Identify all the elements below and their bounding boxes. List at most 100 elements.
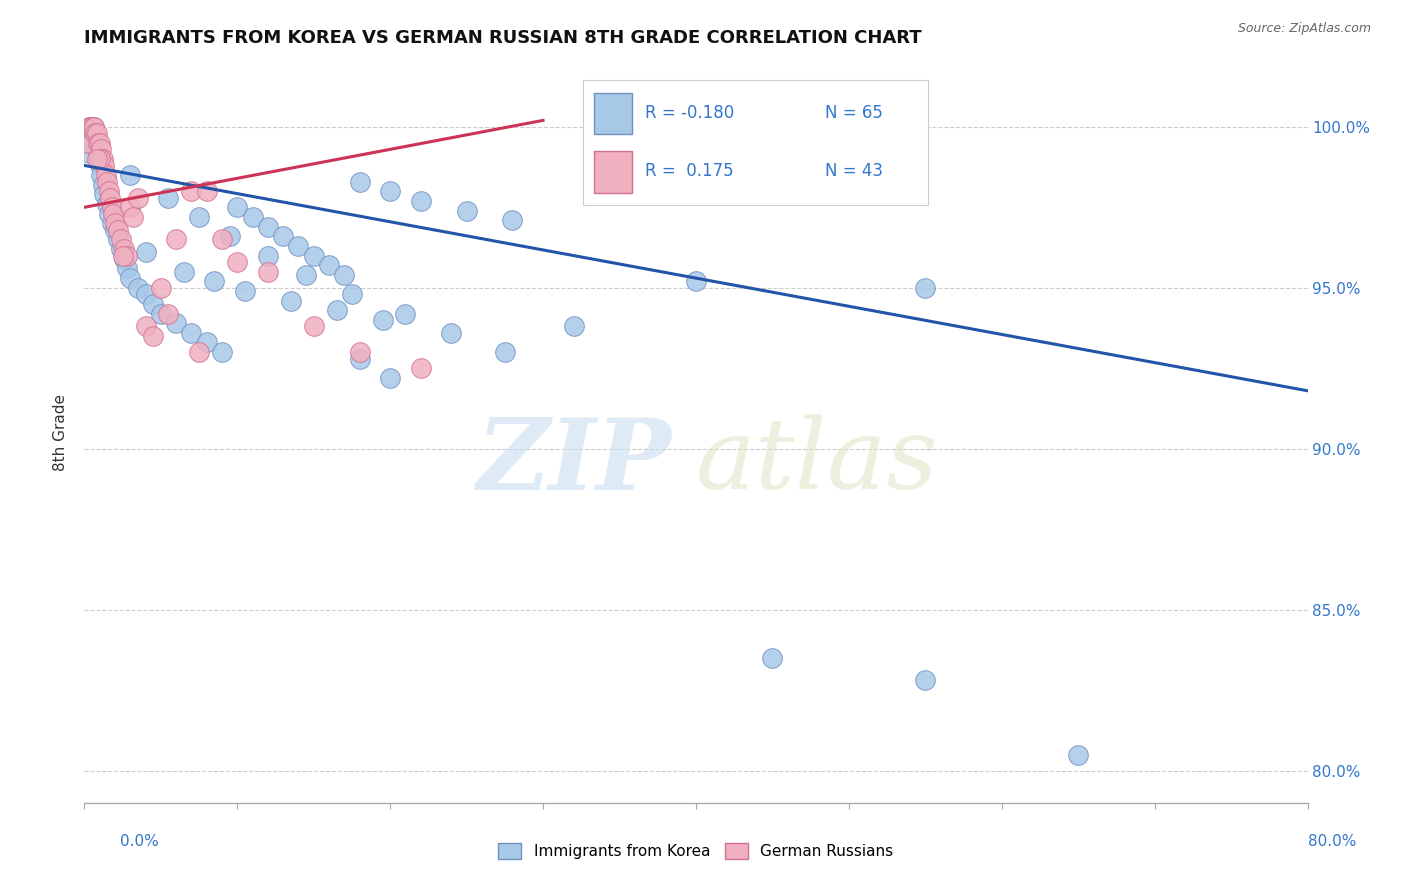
Point [93,187,115,202]
Point [97,184,120,198]
Point [149,281,172,295]
Point [127,191,149,205]
Point [685,274,707,288]
Point [112,242,135,256]
Point [84,129,107,144]
Point [110,242,132,256]
Point [333,268,356,282]
Point [257,265,280,279]
Point [86,139,108,153]
Point [456,203,478,218]
Point [502,213,524,227]
Point [110,232,132,246]
Point [157,191,180,205]
Point [135,287,157,301]
Point [188,210,211,224]
Point [1067,747,1090,762]
Point [104,223,127,237]
Point [202,274,225,288]
Text: N = 65: N = 65 [824,103,883,121]
Point [89,158,111,172]
Text: Source: ZipAtlas.com: Source: ZipAtlas.com [1237,22,1371,36]
Point [122,210,145,224]
Point [295,268,318,282]
Point [409,194,432,208]
Point [135,319,157,334]
Point [103,207,125,221]
Point [242,210,264,224]
Point [195,335,218,350]
Point [127,281,149,295]
Point [188,345,211,359]
Text: 80.0%: 80.0% [1309,834,1357,849]
Text: R = -0.180: R = -0.180 [645,103,735,121]
Point [89,152,111,166]
Point [79,120,101,134]
Text: N = 43: N = 43 [824,162,883,180]
Point [115,249,138,263]
Point [83,120,105,134]
Point [302,249,325,263]
FancyBboxPatch shape [593,93,631,134]
Point [233,284,256,298]
Point [120,168,142,182]
Point [77,145,100,160]
Point [349,175,371,189]
Point [142,297,165,311]
Point [97,207,120,221]
Point [318,258,340,272]
Point [914,281,936,295]
Point [287,239,309,253]
Point [91,178,114,192]
Point [180,326,202,340]
Point [107,223,129,237]
Point [280,293,302,308]
Point [96,175,118,189]
Point [91,152,114,166]
Point [101,200,124,214]
Point [494,345,516,359]
Text: 0.0%: 0.0% [120,834,159,849]
Point [226,255,249,269]
Point [89,136,111,150]
Point [90,168,112,182]
Point [76,136,98,150]
Point [84,126,107,140]
FancyBboxPatch shape [593,152,631,193]
Point [90,142,112,156]
Point [94,168,117,182]
Point [440,326,463,340]
Point [93,158,115,172]
Point [142,329,165,343]
Point [87,149,110,163]
Point [80,126,103,140]
Y-axis label: 8th Grade: 8th Grade [53,394,69,471]
Text: IMMIGRANTS FROM KOREA VS GERMAN RUSSIAN 8TH GRADE CORRELATION CHART: IMMIGRANTS FROM KOREA VS GERMAN RUSSIAN … [84,29,922,47]
Point [380,371,402,385]
Point [115,261,138,276]
Text: R =  0.175: R = 0.175 [645,162,734,180]
Point [111,249,134,263]
Point [87,136,110,150]
Point [226,200,249,214]
Point [173,265,195,279]
Point [211,345,233,359]
Point [98,191,121,205]
Point [80,120,103,134]
Point [120,200,142,214]
Point [340,287,363,301]
Point [562,319,585,334]
Point [371,313,394,327]
Point [195,184,218,198]
Point [83,120,105,134]
Point [165,316,187,330]
Point [104,216,127,230]
Point [79,136,101,150]
Point [914,673,936,688]
Point [211,232,233,246]
Point [218,229,240,244]
Legend: Immigrants from Korea, German Russians: Immigrants from Korea, German Russians [492,838,900,865]
Text: ZIP: ZIP [477,414,672,510]
Point [120,271,142,285]
Point [135,245,157,260]
